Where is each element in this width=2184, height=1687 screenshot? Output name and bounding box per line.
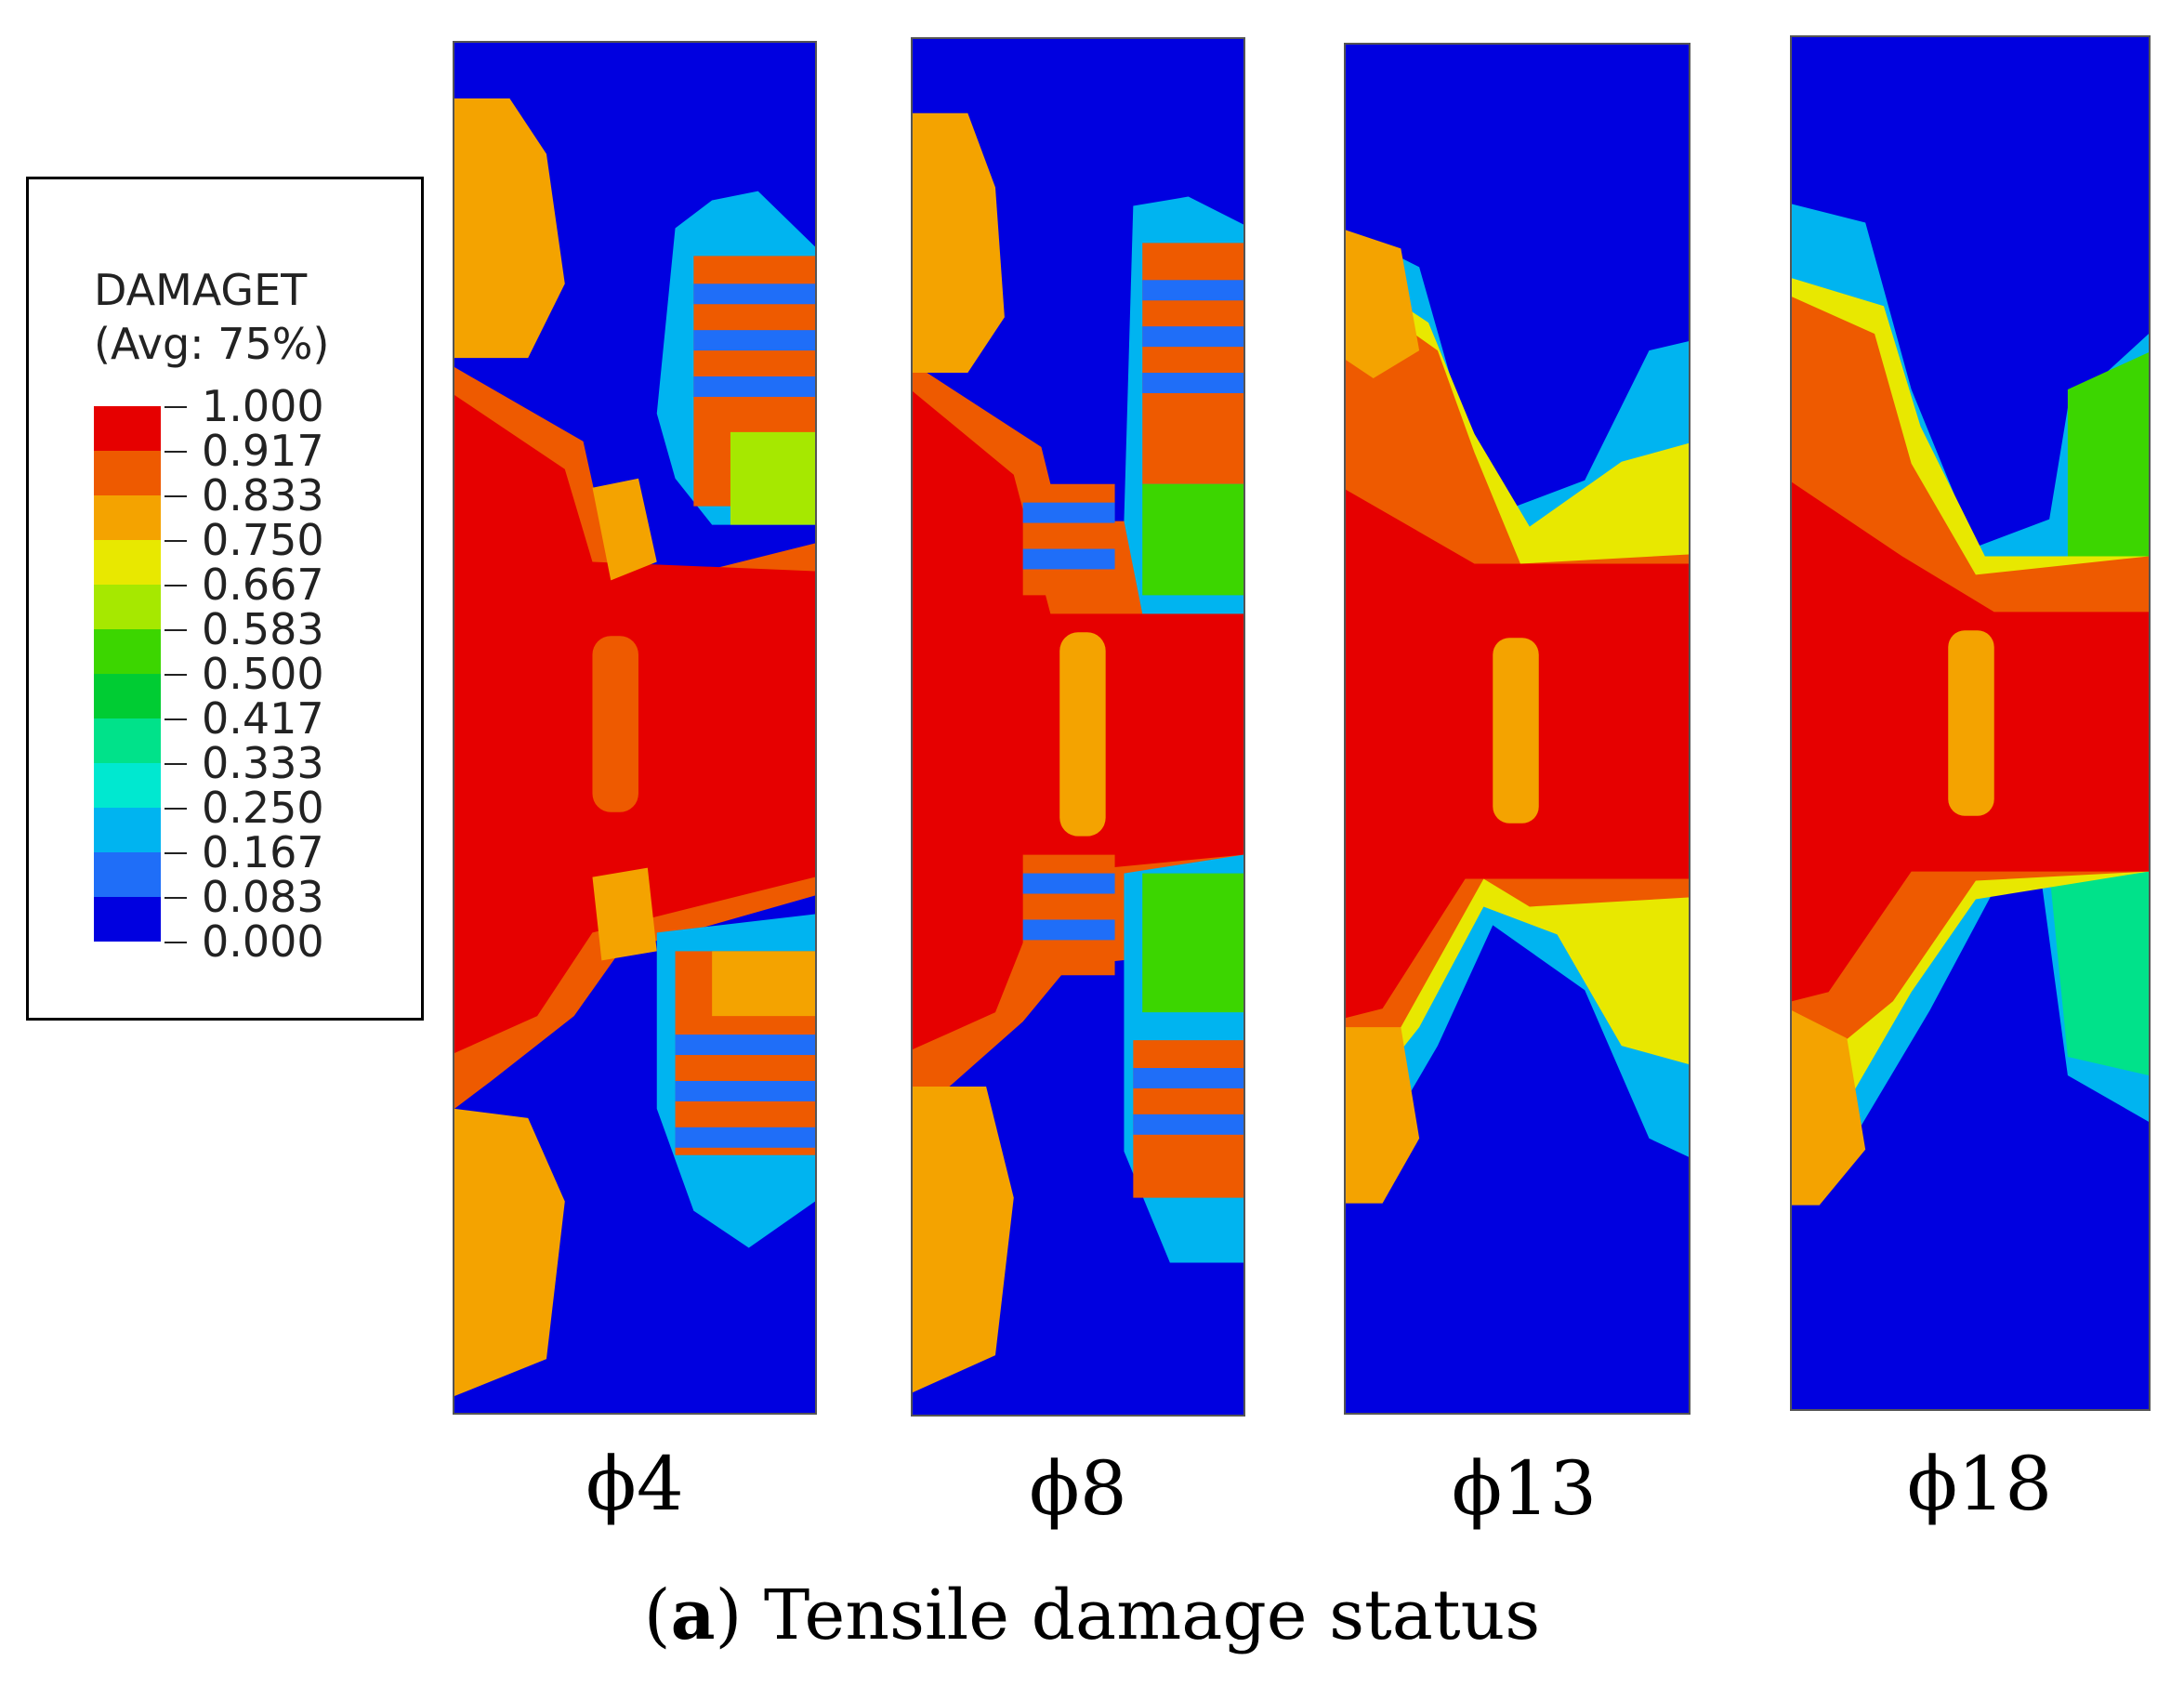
caption-open-paren: (: [643, 1575, 671, 1655]
caption-text: Tensile damage status: [742, 1575, 1541, 1655]
figure-caption: (a) Tensile damage status: [0, 1575, 2184, 1655]
legend-tick-label: 0.917: [164, 428, 324, 473]
contour-panel-phi18: [1790, 35, 2151, 1411]
legend-tick-label: 0.500: [164, 652, 324, 696]
legend-tick-label: 0.583: [164, 607, 324, 652]
legend-tick-label: 0.417: [164, 696, 324, 741]
legend-tick-label: 0.833: [164, 473, 324, 518]
legend-tick-label: 1.000: [164, 384, 324, 428]
legend-variable: DAMAGET: [94, 265, 308, 315]
legend-averaging: (Avg: 75%): [94, 319, 330, 369]
legend-swatch: [94, 629, 161, 674]
legend-tick-label: 0.000: [164, 919, 324, 964]
legend-tick-label: 0.333: [164, 741, 324, 785]
legend-swatch: [94, 540, 161, 585]
legend-swatch: [94, 495, 161, 540]
legend-swatch: [94, 674, 161, 718]
color-legend: DAMAGET (Avg: 75%) 1.000 0.917 0.833 0.750 0…: [26, 177, 424, 1021]
contour-panel-phi13: [1344, 43, 1691, 1415]
panel-label-phi8: ϕ8: [1029, 1445, 1127, 1532]
panel-label-phi13: ϕ13: [1451, 1445, 1598, 1532]
legend-title: DAMAGET (Avg: 75%): [94, 263, 329, 371]
legend-swatch: [94, 718, 161, 763]
legend-tick-label: 0.667: [164, 562, 324, 607]
contour-panel-phi4: [453, 41, 817, 1415]
legend-swatch: [94, 763, 161, 808]
legend-tick-label: 0.750: [164, 518, 324, 562]
legend-swatch: [94, 852, 161, 897]
legend-tick-labels: 1.000 0.917 0.833 0.750 0.667 0.583 0.500 0.417…: [164, 384, 324, 964]
legend-tick-label: 0.083: [164, 875, 324, 919]
legend-swatch: [94, 897, 161, 942]
legend-tick-label: 0.250: [164, 785, 324, 830]
legend-swatch: [94, 406, 161, 451]
legend-swatch: [94, 585, 161, 629]
panel-label-phi18: ϕ18: [1906, 1441, 2053, 1527]
legend-tick-label: 0.167: [164, 830, 324, 875]
caption-close-paren: ): [715, 1575, 743, 1655]
contour-panel-phi8: [911, 37, 1245, 1417]
legend-swatch: [94, 808, 161, 852]
legend-swatch: [94, 451, 161, 495]
panel-label-phi4: ϕ4: [585, 1441, 684, 1527]
caption-tag: a: [670, 1575, 716, 1655]
legend-color-bar: [94, 406, 161, 942]
